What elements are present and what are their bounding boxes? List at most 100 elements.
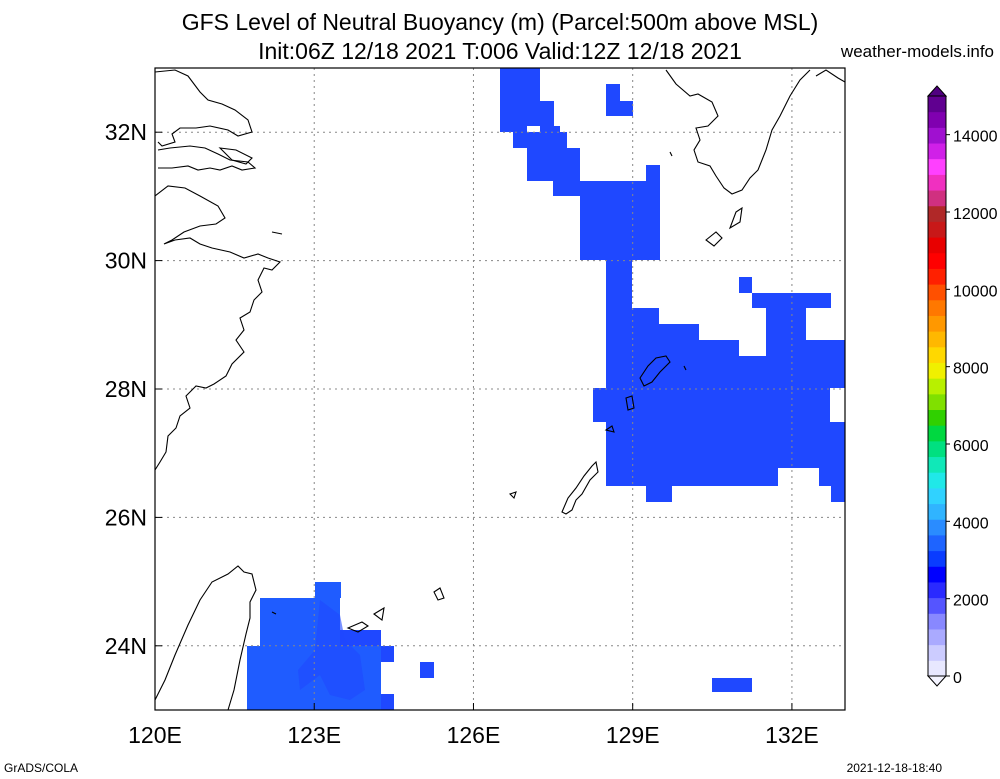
field-cell	[381, 694, 394, 710]
field-cell	[500, 68, 540, 101]
island	[683, 365, 687, 371]
colorbar-swatch	[928, 581, 946, 599]
map-title: GFS Level of Neutral Buoyancy (m) (Parce…	[181, 9, 819, 35]
colorbar-swatch	[928, 111, 946, 128]
lat-tick-label: 28N	[105, 376, 147, 402]
colorbar-swatch	[928, 472, 946, 489]
lon-tick-label: 132E	[765, 722, 819, 748]
colorbar-swatch	[928, 534, 946, 552]
colorbar-label: 12000	[953, 206, 998, 223]
china-coast	[155, 69, 282, 471]
field-cell	[315, 582, 341, 598]
colorbar-label: 10000	[953, 283, 998, 300]
site-credit: weather-models.info	[840, 42, 994, 61]
colorbar-label: 6000	[953, 438, 989, 455]
colorbar-swatch	[928, 393, 946, 411]
colorbar-swatch	[928, 519, 946, 536]
field-cell	[580, 196, 660, 260]
kyushu-coast	[665, 69, 811, 195]
island	[705, 231, 723, 247]
lat-tick-label: 24N	[105, 633, 147, 659]
colorbar-swatch	[928, 628, 946, 646]
colorbar-swatch	[928, 252, 946, 269]
field-cell	[606, 260, 632, 388]
field-cell	[712, 678, 752, 692]
colorbar-swatch	[928, 597, 946, 614]
axis-ticks: 120E 123E 126E 129E 132E 24N 26N 28N 30N 32N	[105, 119, 819, 748]
colorbar-swatch	[928, 190, 946, 207]
island	[373, 606, 385, 621]
colorbar-swatch	[928, 503, 946, 520]
field-cell	[739, 356, 766, 388]
colorbar-swatch	[928, 331, 946, 348]
lon-tick-label: 129E	[606, 722, 660, 748]
colorbar-swatch	[928, 205, 946, 222]
lon-tick-label: 120E	[128, 722, 182, 748]
field-cell	[632, 308, 659, 388]
field-cell	[553, 181, 647, 196]
field-cell	[819, 468, 845, 486]
field-cell	[298, 600, 365, 700]
shikoku-coast	[815, 69, 845, 83]
map-subtitle: Init:06Z 12/18 2021 T:006 Valid:12Z 12/1…	[258, 38, 742, 64]
software-credit: GrADS/COLA	[4, 761, 79, 775]
colorbar-swatch	[928, 456, 946, 473]
field-cell	[420, 662, 434, 678]
field-cell	[766, 308, 806, 388]
colorbar-swatch	[928, 221, 946, 238]
colorbar-label: 2000	[953, 593, 989, 610]
lon-tick-label: 126E	[447, 722, 501, 748]
island	[604, 425, 615, 433]
amami	[639, 355, 671, 387]
colorbar-swatch	[928, 143, 946, 160]
colorbar-swatch	[928, 440, 946, 458]
map-gridlines	[155, 68, 845, 710]
field-cell	[699, 340, 739, 388]
okinawa	[561, 460, 599, 515]
island	[271, 611, 277, 615]
colorbar-swatch	[928, 315, 946, 332]
render-timestamp: 2021-12-18-18:40	[846, 761, 942, 775]
colorbar-swatch	[928, 174, 946, 191]
lat-tick-label: 30N	[105, 248, 147, 274]
colorbar-swatch	[928, 660, 946, 677]
field-cell	[606, 468, 778, 486]
island	[218, 147, 253, 165]
colorbar-swatch	[928, 362, 946, 379]
colorbar-swatch	[928, 566, 946, 583]
colorbar-swatch	[928, 613, 946, 630]
colorbar-swatch	[928, 346, 946, 363]
colorbar-label: 0	[953, 670, 962, 687]
colorbar-swatch	[928, 127, 946, 144]
field-cell	[806, 340, 845, 388]
field-cell	[606, 422, 845, 468]
island	[669, 151, 673, 157]
field-cell	[527, 148, 580, 181]
colorbar-min-triangle	[926, 675, 948, 687]
field-cell	[527, 101, 554, 126]
colorbar-swatch	[928, 268, 946, 285]
lon-tick-label: 123E	[287, 722, 341, 748]
field-cell	[739, 277, 752, 293]
field-cell	[593, 388, 830, 422]
colorbar-outline	[927, 95, 947, 677]
colorbar-swatch	[928, 237, 946, 254]
field-cell	[752, 293, 831, 308]
field-cell	[381, 646, 394, 662]
colorbar-swatch	[928, 378, 946, 395]
colorbar-swatch	[928, 550, 946, 567]
colorbar-swatch	[928, 299, 946, 316]
field-cell	[646, 486, 672, 502]
colorbar-swatch	[928, 284, 946, 301]
lat-tick-label: 26N	[105, 504, 147, 530]
colorbar: 0 2000 4000 6000 8000 10000 12000 14000	[926, 85, 998, 687]
lat-tick-label: 32N	[105, 119, 147, 145]
field-cell	[606, 101, 633, 116]
colorbar-label: 4000	[953, 515, 989, 532]
island	[728, 206, 743, 230]
colorbar-swatch	[928, 487, 946, 505]
field-cell	[831, 486, 845, 502]
field-cell	[646, 165, 660, 196]
colorbar-max-triangle	[926, 85, 948, 97]
